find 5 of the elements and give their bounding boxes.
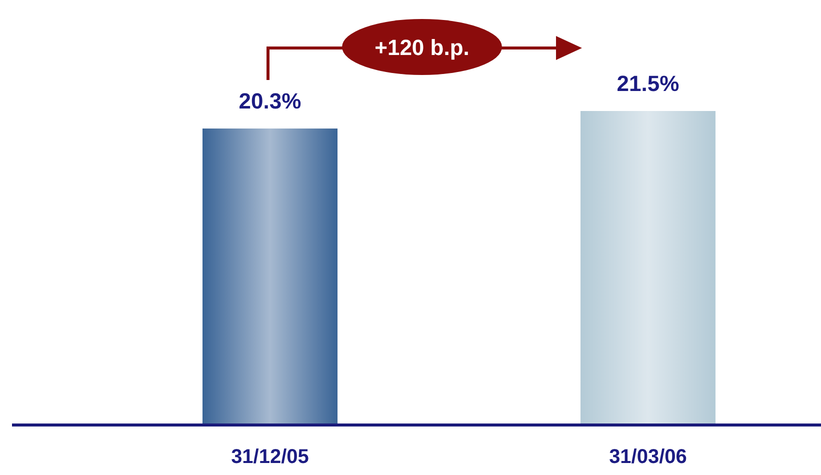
x-tick-label: 31/12/05 bbox=[231, 446, 309, 468]
x-tick-label: 31/03/06 bbox=[609, 446, 687, 468]
data-label: 20.3% bbox=[238, 88, 302, 114]
data-label: 21.5% bbox=[616, 71, 680, 96]
text: +120 b.p. bbox=[374, 35, 470, 60]
